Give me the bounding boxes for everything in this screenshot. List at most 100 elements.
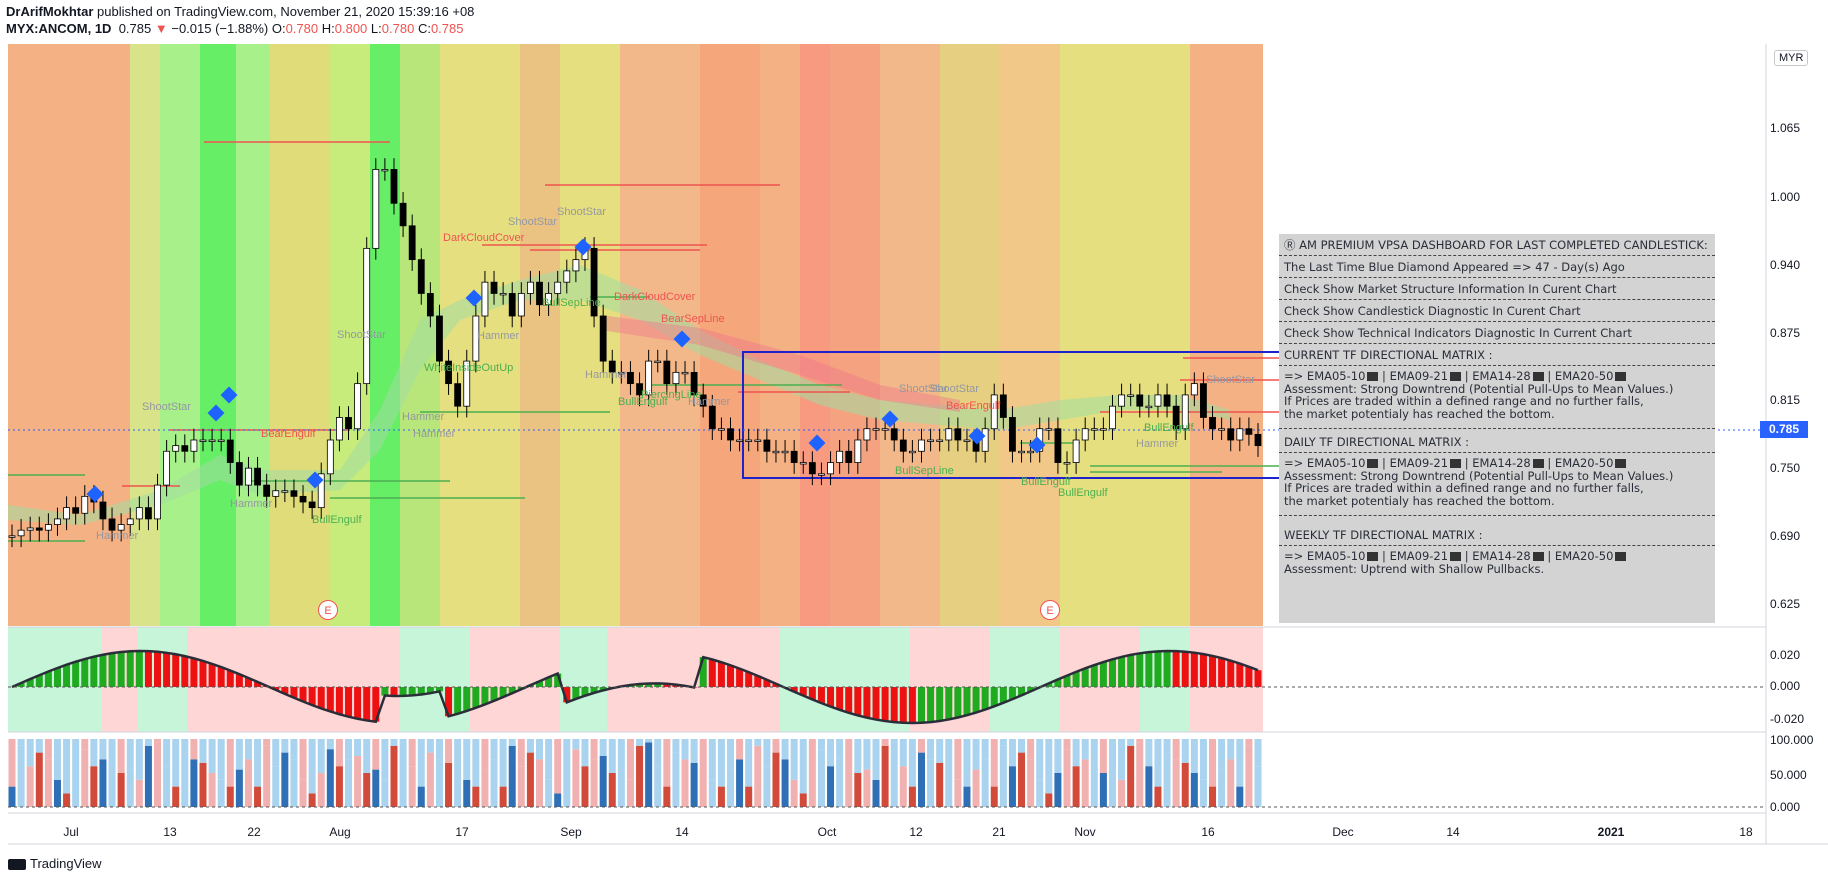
candle-body [1190,383,1198,396]
percent-bar-rest [44,739,52,760]
oscillator-bar [244,677,252,687]
down-trend-icon [1450,459,1462,468]
candle-body [772,450,780,454]
percent-bar [663,786,671,807]
oscillator-bar [417,687,425,695]
candle-body [754,439,762,442]
candle-body [1081,428,1089,441]
earnings-marker[interactable]: E [1040,600,1060,620]
down-trend-icon [1367,372,1379,381]
percent-bar-rest [545,739,553,780]
down-trend-icon [1450,372,1462,381]
percent-bar-rest [817,739,825,750]
candle-body [918,439,925,452]
percent-bar-rest [1136,739,1144,743]
oscillator-bar [435,687,443,692]
percent-bar-rest [726,739,734,770]
percent-bar-rest [617,739,625,770]
candle-body [299,495,307,503]
percent-bar-rest [1218,739,1226,770]
percent-bar [536,759,544,807]
percent-bar [1181,762,1189,807]
candle-body [1072,439,1080,463]
oscillator-band [137,627,187,732]
percent-bar-rest [272,739,280,767]
current-ema-row: => EMA05-10 | EMA09-21 | EMA14-28 | EMA2… [1279,370,1715,383]
current-note: If Prices are traded within a defined ra… [1284,394,1644,408]
percent-bar [763,766,771,807]
percent-bar [154,742,162,807]
candle-body [617,371,625,375]
percent-bar-rest [335,739,343,767]
candle-body [154,484,161,520]
percent-bar [308,793,316,807]
oscillator-bar [899,687,907,723]
candle-body [1118,394,1125,407]
percent-bar [108,756,116,807]
percent-bar-rest [626,739,634,780]
percent-bar-rest [226,739,234,787]
candle-body [827,462,834,475]
candle-body [1154,394,1162,407]
oscillator-bar [790,687,798,692]
percent-bar-rest [690,739,698,763]
oscillator-bar [72,661,80,687]
percent-bar [1108,769,1116,807]
background-band [160,44,200,626]
percent-bar-rest [199,739,207,763]
oscillator-bar [254,681,262,687]
percent-bar [899,766,907,807]
oscillator-bar [290,687,298,698]
candle-body [1254,433,1262,447]
percent-bar-rest [972,739,980,770]
author-name[interactable]: DrArifMokhtar [6,4,94,19]
oscillator-bar [1154,651,1162,687]
percent-bar-rest [108,739,116,756]
tradingview-footer[interactable]: TradingView [8,856,102,871]
oscillator-bar [1181,651,1189,687]
price-tick: 1.065 [1770,121,1801,135]
candle-body [554,281,562,294]
current-price-tag: 0.785 [1760,421,1808,438]
currency-button[interactable]: MYR [1774,50,1809,66]
symbol-name[interactable]: MYX:ANCOM, 1D [6,21,112,36]
percent-bar [845,756,853,807]
percent-bar [17,745,25,807]
percent-bar-rest [645,739,653,743]
time-tick: Sep [560,825,582,839]
percent-bar-rest [599,739,607,756]
oscillator-bar [908,687,916,723]
candle-body [417,259,425,294]
percent-bar-rest [881,739,889,746]
percent-bar-rest [981,739,989,760]
oscillator-bar [599,687,607,691]
candle-body [272,490,280,497]
percent-bar-rest [254,739,262,787]
percent-bar [1190,773,1198,807]
oscillator-bar [1218,658,1226,687]
percent-bar [244,759,252,807]
candle-body [1172,405,1180,430]
candle-body [999,394,1007,418]
pattern-label: DarkCloudCover [443,232,525,244]
time-tick: 14 [1446,825,1460,839]
candle-body [381,169,389,172]
weekly-tf-title: WEEKLY TF DIRECTIONAL MATRIX : [1279,524,1715,546]
percent-bar [990,786,998,807]
background-band [130,44,160,626]
candle-body [1054,428,1062,463]
oscillator-bar [954,687,962,718]
close-label: C: [417,21,431,36]
oscillator-bar [1099,662,1107,687]
candle-body [426,293,434,317]
earnings-marker[interactable]: E [318,600,338,620]
candle-body [372,169,380,249]
background-band [760,44,800,626]
candle-body [845,450,853,463]
pattern-label: ShootStar [142,401,191,413]
oscillator-bar [827,687,835,707]
low-label: L: [370,21,382,36]
percent-bar [1163,752,1171,807]
percent-bar [945,773,953,807]
